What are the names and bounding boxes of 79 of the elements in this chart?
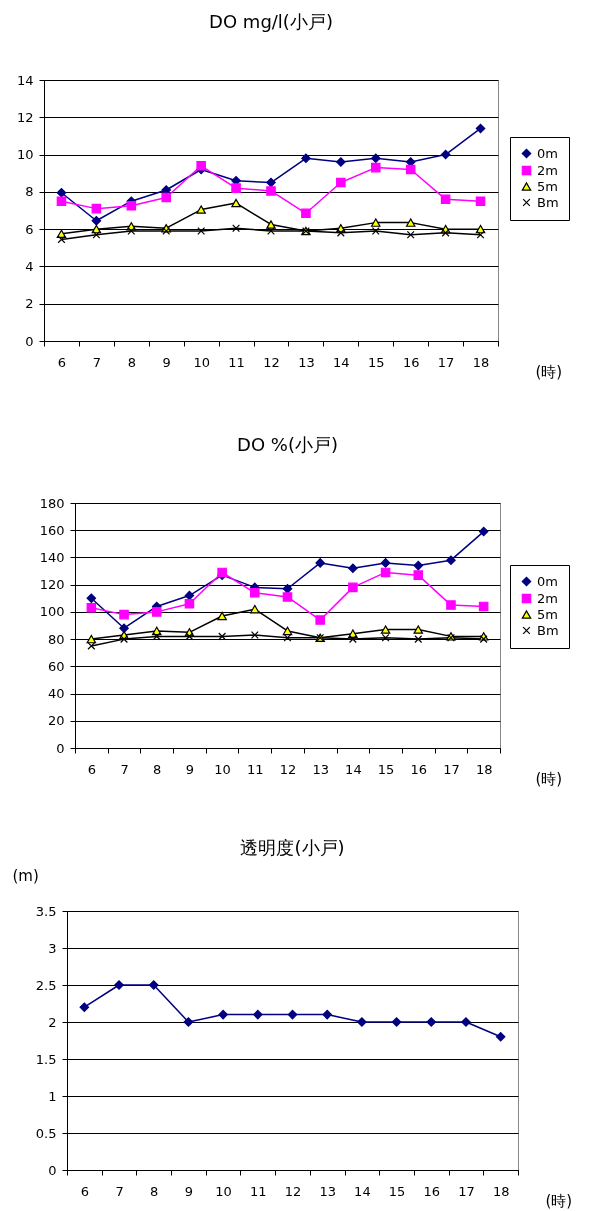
y-tick-label: 180 [39, 495, 65, 511]
y-tick-label: 14 [16, 72, 34, 88]
x-axis-title: (時) [535, 769, 563, 788]
y-tick-label: 40 [47, 686, 65, 702]
x-tick-label: 8 [127, 354, 136, 370]
chart-title: 透明度(小戸) [240, 837, 345, 858]
x-tick-label: 6 [87, 761, 96, 777]
legend-label: 0m [537, 145, 558, 161]
x-tick-label: 12 [279, 761, 297, 777]
y-tick-label: 140 [39, 549, 65, 565]
y-tick-label: 1 [48, 1088, 57, 1104]
x-tick-label: 14 [354, 1183, 371, 1199]
x-tick-label: 10 [214, 761, 231, 777]
x-tick-label: 14 [333, 354, 350, 370]
y-tick-label: 10 [16, 147, 34, 163]
y-tick-label: 8 [25, 184, 34, 200]
x-tick-label: 9 [184, 1183, 194, 1199]
y-tick-label: 160 [39, 522, 65, 538]
x-tick-label: 17 [443, 761, 460, 777]
x-tick-label: 10 [215, 1183, 232, 1199]
x-tick-label: 15 [368, 354, 385, 370]
y-axis-title: (m) [12, 866, 39, 885]
x-tick-label: 6 [80, 1183, 89, 1199]
y-tick-label: 60 [47, 658, 65, 674]
x-tick-label: 18 [492, 1183, 510, 1199]
x-tick-label: 7 [115, 1183, 124, 1199]
y-tick-label: 120 [39, 577, 65, 593]
x-tick-label: 8 [153, 761, 162, 777]
y-tick-label: 0 [56, 740, 65, 756]
y-tick-label: 6 [25, 221, 34, 237]
y-tick-label: 1.5 [35, 1051, 57, 1067]
y-tick-label: 100 [39, 604, 65, 620]
x-tick-label: 15 [388, 1183, 406, 1199]
x-tick-label: 10 [193, 354, 210, 370]
x-tick-label: 17 [458, 1183, 475, 1199]
x-tick-label: 16 [402, 354, 420, 370]
legend-label: 5m [537, 178, 558, 194]
x-tick-label: 11 [247, 761, 264, 777]
chart-title: DO mg/l(小戸) [209, 11, 333, 32]
legend-label: 2m [537, 162, 558, 178]
legend-label: 2m [537, 590, 558, 606]
chart-title: DO %(小戸) [237, 434, 338, 455]
y-tick-label: 3 [48, 940, 57, 956]
x-axis-title: (時) [545, 1191, 573, 1210]
y-tick-label: 3.5 [35, 903, 57, 919]
x-tick-label: 8 [150, 1183, 159, 1199]
y-tick-label: 2 [25, 296, 34, 312]
y-tick-label: 4 [25, 258, 34, 274]
y-tick-label: 12 [16, 109, 34, 125]
x-tick-label: 11 [250, 1183, 267, 1199]
y-tick-label: 2.5 [35, 977, 57, 993]
x-tick-label: 9 [185, 761, 195, 777]
x-tick-label: 17 [437, 354, 455, 370]
y-tick-label: 0 [48, 1162, 57, 1178]
x-tick-label: 12 [284, 1183, 302, 1199]
x-tick-label: 18 [475, 761, 493, 777]
x-tick-label: 9 [162, 354, 171, 370]
y-tick-label: 20 [47, 713, 65, 729]
y-tick-label: 2 [48, 1014, 57, 1030]
x-tick-label: 15 [377, 761, 395, 777]
legend-label: Bm [537, 194, 559, 210]
legend-label: Bm [537, 622, 559, 638]
y-tick-label: 0.5 [35, 1125, 57, 1141]
y-tick-label: 0 [25, 333, 34, 349]
x-tick-label: 12 [263, 354, 280, 370]
x-axis-title: (時) [535, 362, 563, 381]
x-tick-label: 13 [298, 354, 315, 370]
legend-label: 5m [537, 606, 558, 622]
y-tick-label: 80 [47, 631, 65, 647]
x-tick-label: 13 [319, 1183, 336, 1199]
x-tick-label: 14 [345, 761, 362, 777]
legend-label: 0m [537, 573, 558, 589]
x-tick-label: 16 [423, 1183, 441, 1199]
x-tick-label: 16 [410, 761, 428, 777]
x-tick-label: 7 [120, 761, 129, 777]
x-tick-label: 18 [472, 354, 490, 370]
x-tick-label: 13 [312, 761, 329, 777]
x-tick-label: 11 [228, 354, 245, 370]
x-tick-label: 7 [92, 354, 102, 370]
